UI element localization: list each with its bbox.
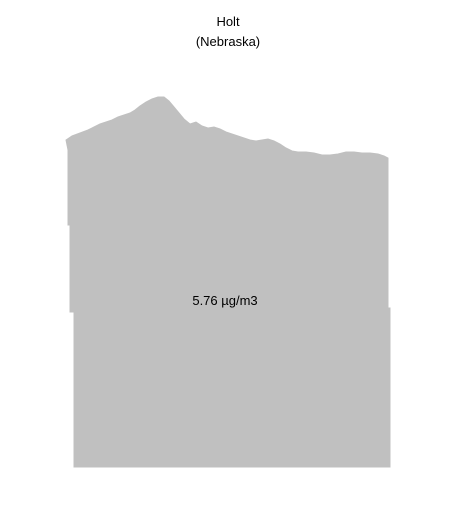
map-title-state: (Nebraska) bbox=[195, 34, 261, 49]
county-shape[interactable] bbox=[65, 96, 391, 468]
concentration-value-label: 5.76 µg/m3 bbox=[192, 293, 257, 308]
map-title-county: Holt bbox=[216, 14, 240, 29]
